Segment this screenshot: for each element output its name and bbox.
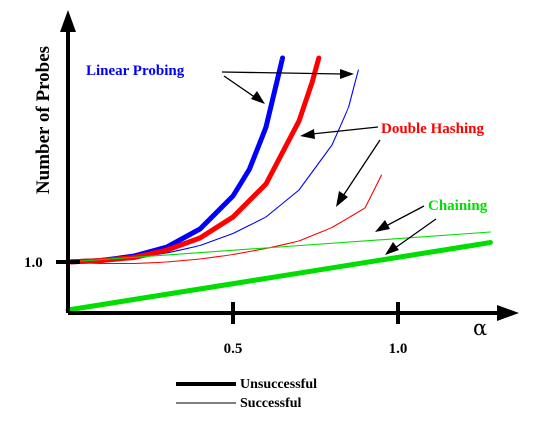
axes [60,10,519,321]
arrowhead-chaining-a [375,220,390,232]
series-line-double-hashing-successful [67,174,383,265]
arrowhead-linear-probing-a [340,69,354,79]
arrow-chaining-a [385,205,425,227]
arrowhead-linear-probing-b [251,91,265,104]
x-axis-arrowhead [497,305,519,321]
y-tick-label: 1.0 [24,255,43,271]
arrow-linear-probing-b [223,75,257,99]
x-axis-label: α [473,316,487,340]
annotation-double-hashing: Double Hashing [381,121,484,137]
legend-label-successful: Successful [240,396,302,411]
series-line-chaining-successful [67,231,491,263]
arrow-double-hashing-a [311,126,379,135]
y-axis-label: Number of Probes [33,46,54,194]
arrowhead-double-hashing-b [336,191,348,207]
series-line-linear-probing-unsuccessful [65,55,286,265]
series-line-chaining-unsuccessful [65,240,493,313]
series-line-linear-probing-successful [67,69,359,263]
legend-label-unsuccessful: Unsuccessful [240,377,317,392]
annotation-chaining: Chaining [428,198,488,214]
annotation-linear-probing: Linear Probing [86,63,185,79]
arrow-linear-probing-a [221,71,343,75]
x-tick-label: 0.5 [224,341,243,357]
annotation-arrows [221,69,437,255]
axis-ticks: 0.5 1.0 1.0 [24,255,407,357]
arrowhead-chaining-b [385,242,399,255]
x-tick-label: 1.0 [389,341,408,357]
arrowhead-double-hashing-a [300,129,315,139]
arrow-double-hashing-b [342,139,381,197]
arrow-chaining-b [394,218,437,249]
y-axis-arrowhead [60,10,76,32]
series-curves [65,55,493,313]
legend: Unsuccessful Successful [176,377,317,411]
